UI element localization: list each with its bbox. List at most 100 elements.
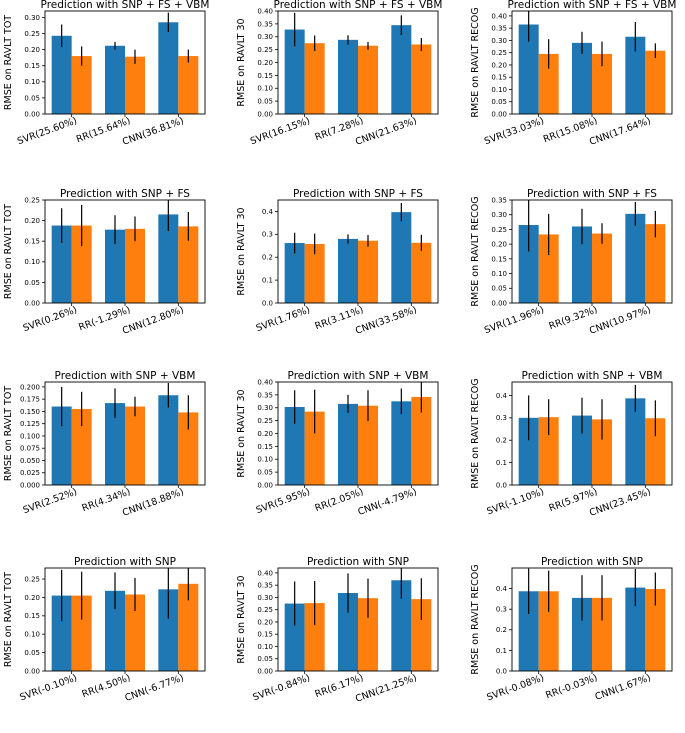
x-tick-label: CNN(-6.77%) [123, 672, 185, 703]
bar [358, 240, 378, 303]
y-tick-label: 0.05 [257, 469, 273, 477]
bar [645, 224, 666, 303]
bar [158, 589, 179, 671]
x-tick-label: SVR(-0.08%) [485, 672, 545, 703]
plot-frame [511, 567, 673, 672]
bar [51, 595, 72, 671]
bar [391, 212, 412, 303]
plot-frame [44, 10, 206, 115]
bar [411, 599, 432, 671]
bar [572, 415, 592, 485]
bar [178, 56, 199, 114]
bar [125, 56, 145, 114]
bar [625, 398, 646, 485]
bar [572, 226, 592, 303]
chart-panel: Prediction with SNP RMSE on RAVLT TOT 0.00… [3, 556, 206, 704]
bar [284, 29, 305, 114]
chart-panel: Prediction with SNP + VBM RMSE on RAVLT R… [470, 370, 673, 519]
y-tick-label: 0.25 [24, 575, 40, 583]
y-axis-label: RMSE on RAVLT 30 [236, 207, 247, 295]
bar [51, 225, 72, 303]
bar [71, 56, 92, 114]
y-axis-label: RMSE on RAVLT TOT [3, 572, 14, 667]
y-tick-label: 0.25 [24, 196, 40, 204]
chart-title: Prediction with SNP + FS [293, 188, 423, 200]
bar [391, 580, 412, 671]
chart-panel: Prediction with SNP RMSE on RAVLT 30 0.00 0… [236, 556, 439, 705]
y-tick-label: 0.00 [24, 667, 40, 675]
bar [338, 593, 358, 671]
y-tick-label: 0.1 [262, 277, 273, 285]
y-tick-label: 0.40 [257, 569, 273, 577]
y-tick-label: 0.075 [20, 445, 40, 453]
y-tick-label: 0.25 [491, 49, 507, 57]
plot-frame [511, 10, 673, 115]
bar [572, 597, 592, 671]
y-tick-label: 0.20 [24, 217, 40, 225]
y-tick-label: 0.05 [491, 285, 507, 293]
plot-frame [277, 10, 439, 115]
y-tick-label: 0.05 [257, 655, 273, 663]
chart-title: Prediction with SNP + FS [60, 188, 190, 200]
chart-title: Prediction with SNP + FS + VBM [41, 0, 210, 11]
bar [358, 405, 378, 485]
y-tick-label: 0.2 [262, 254, 273, 262]
y-tick-label: 0.15 [257, 443, 273, 451]
x-tick-label: SVR(25.60%) [16, 115, 79, 147]
bar [105, 403, 125, 485]
bar [71, 408, 92, 485]
y-tick-label: 0.20 [257, 59, 273, 67]
bar [125, 594, 145, 671]
x-tick-label: SVR(-1.10%) [485, 486, 545, 517]
chart-panel: Prediction with SNP + FS RMSE on RAVLT TO… [3, 188, 206, 337]
y-tick-label: 0.25 [491, 226, 507, 234]
y-tick-label: 0.200 [20, 383, 40, 391]
y-tick-label: 0.00 [24, 110, 40, 118]
bar [105, 45, 125, 115]
y-tick-label: 0.20 [257, 618, 273, 626]
chart-panel: Prediction with SNP + FS + VBM RMSE on RA… [3, 0, 209, 148]
y-tick-label: 0.05 [491, 98, 507, 106]
chart-title: Prediction with SNP [74, 556, 176, 568]
x-tick-label: SVR(2.52%) [22, 486, 79, 516]
y-tick-label: 0.10 [257, 643, 273, 651]
y-tick-label: 0.0 [496, 481, 507, 489]
x-tick-label: RR(-0.03%) [544, 672, 599, 701]
y-tick-label: 0.05 [24, 279, 40, 287]
y-axis-label: RMSE on RAVLT 30 [236, 389, 247, 477]
y-tick-label: 0.100 [20, 432, 40, 440]
bar [71, 225, 92, 303]
y-tick-label: 0.15 [24, 612, 40, 620]
y-tick-label: 0.25 [257, 606, 273, 614]
bar [284, 406, 305, 485]
bar [105, 229, 125, 303]
bar [538, 53, 559, 114]
plot-frame [511, 199, 673, 304]
y-tick-label: 0.30 [491, 211, 507, 219]
y-tick-label: 0.15 [24, 238, 40, 246]
x-tick-label: CNN(17.64%) [588, 115, 652, 147]
bar [411, 242, 432, 303]
y-tick-label: 0.35 [491, 25, 507, 33]
y-tick-label: 0.20 [491, 61, 507, 69]
y-tick-label: 0.40 [257, 378, 273, 386]
chart-panel: Prediction with SNP + FS + VBM RMSE on RA… [470, 0, 676, 148]
y-tick-label: 0.15 [24, 62, 40, 70]
y-tick-label: 0.25 [24, 30, 40, 38]
y-tick-label: 0.40 [491, 12, 507, 20]
y-tick-label: 0.00 [491, 110, 507, 118]
x-tick-label: CNN(12.80%) [121, 304, 185, 336]
y-tick-label: 0.25 [257, 46, 273, 54]
bar [125, 228, 145, 303]
bar [284, 243, 305, 303]
bar [358, 598, 378, 671]
y-tick-label: 0.15 [491, 74, 507, 82]
bar [645, 589, 666, 671]
chart-title: Prediction with SNP + VBM [522, 370, 663, 382]
y-tick-label: 0.30 [257, 33, 273, 41]
y-tick-label: 0.00 [257, 110, 273, 118]
chart-title: Prediction with SNP [307, 556, 409, 568]
plot-frame [44, 381, 206, 486]
bar [592, 233, 612, 303]
bar [304, 43, 325, 114]
